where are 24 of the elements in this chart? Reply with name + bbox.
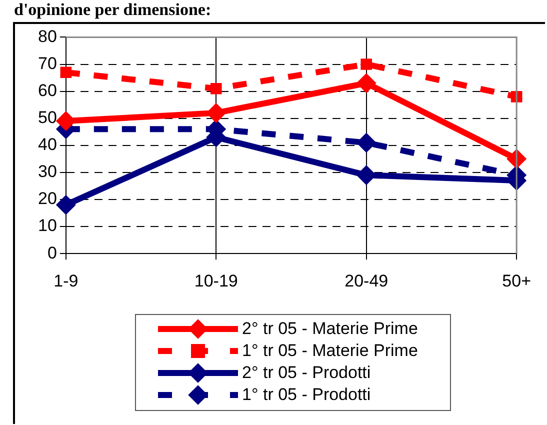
y-tick-label: 20 (38, 189, 57, 208)
x-tick-label: 1-9 (54, 271, 78, 290)
legend-label: 1° tr 05 - Prodotti (242, 385, 371, 405)
y-tick-label: 80 (38, 26, 57, 46)
legend-label: 2° tr 05 - Materie Prime (242, 319, 418, 339)
point (356, 132, 376, 153)
legend-label: 2° tr 05 - Prodotti (242, 363, 371, 383)
legend-label: 1° tr 05 - Materie Prime (242, 341, 418, 361)
y-tick-label: 40 (38, 135, 57, 154)
point (60, 66, 72, 78)
point (210, 82, 222, 94)
point (56, 194, 76, 215)
x-tick-label: 10-19 (194, 271, 238, 290)
y-tick-label: 50 (38, 108, 57, 128)
y-tick-label: 60 (38, 80, 57, 100)
y-tick-label: 30 (38, 162, 57, 182)
chart-title: d'opinione per dimensione: (14, 0, 212, 20)
y-tick-label: 10 (38, 216, 57, 236)
y-tick-label: 70 (38, 54, 57, 73)
x-tick-label: 20-49 (344, 271, 388, 290)
point (360, 58, 372, 70)
y-tick-label: 0 (47, 243, 57, 262)
x-tick-label: 50+ (502, 271, 532, 290)
point (356, 73, 376, 94)
